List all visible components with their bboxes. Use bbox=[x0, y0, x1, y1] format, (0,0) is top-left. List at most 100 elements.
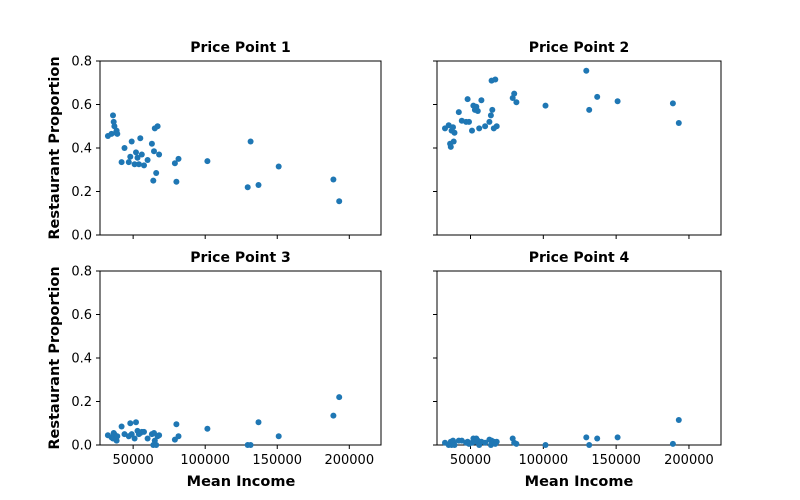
data-point bbox=[118, 423, 125, 430]
data-point bbox=[125, 159, 132, 166]
data-point bbox=[542, 442, 549, 448]
data-point bbox=[118, 159, 125, 166]
data-point bbox=[114, 130, 121, 137]
data-point bbox=[583, 67, 590, 74]
y-tick-label: 0.2 bbox=[71, 185, 92, 200]
plot-frame bbox=[99, 270, 382, 446]
data-point bbox=[133, 149, 139, 156]
y-axis-label-bottom: Restaurant Proportion bbox=[47, 266, 63, 449]
data-point bbox=[513, 440, 520, 447]
x-axis-label-right: Mean Income bbox=[525, 474, 634, 490]
data-point bbox=[156, 432, 163, 439]
panel-title: Price Point 3 bbox=[190, 250, 291, 266]
panel-2: Price Point 2 bbox=[433, 40, 722, 239]
data-point bbox=[513, 99, 520, 106]
data-point bbox=[474, 108, 481, 114]
panel-title: Price Point 2 bbox=[529, 40, 630, 56]
data-point bbox=[586, 442, 593, 448]
data-point bbox=[247, 442, 254, 448]
y-tick-label: 0.8 bbox=[71, 55, 92, 70]
data-point bbox=[110, 118, 117, 125]
y-tick-label: 0.0 bbox=[71, 229, 92, 244]
data-point bbox=[469, 127, 475, 134]
data-point bbox=[144, 157, 151, 163]
data-point bbox=[275, 433, 282, 440]
data-point bbox=[675, 417, 682, 423]
data-point bbox=[451, 442, 458, 448]
data-point bbox=[542, 102, 549, 109]
data-point bbox=[336, 394, 343, 401]
x-tick-label: 100000 bbox=[180, 453, 230, 468]
y-tick-label: 0.8 bbox=[71, 265, 92, 280]
data-point bbox=[153, 170, 160, 176]
data-point bbox=[455, 109, 462, 116]
data-point bbox=[131, 435, 138, 442]
data-point bbox=[151, 148, 157, 155]
data-point bbox=[156, 151, 163, 158]
panel-3: Price Point 3 0.0 0.2 0.4 0.6 0.8 50000 100000 1… bbox=[71, 250, 382, 468]
data-point bbox=[669, 440, 676, 447]
data-point bbox=[482, 439, 489, 446]
data-point bbox=[493, 123, 500, 130]
panel-title: Price Point 4 bbox=[529, 250, 630, 266]
data-point bbox=[144, 435, 151, 442]
data-point bbox=[583, 434, 590, 441]
data-point bbox=[330, 176, 337, 183]
y-axis-label-top: Restaurant Proportion bbox=[47, 56, 63, 239]
data-point bbox=[135, 161, 142, 168]
plot-frame bbox=[99, 60, 382, 236]
y-tick-label: 0.2 bbox=[71, 395, 92, 410]
data-point bbox=[244, 184, 251, 191]
data-point bbox=[121, 145, 128, 151]
data-point bbox=[127, 420, 134, 427]
data-point bbox=[614, 98, 621, 105]
y-tick-label: 0.6 bbox=[71, 308, 92, 323]
x-tick-label: 200000 bbox=[664, 453, 714, 468]
y-tick-label: 0.4 bbox=[71, 142, 92, 157]
data-point bbox=[492, 76, 499, 83]
x-tick-label: 150000 bbox=[591, 453, 641, 468]
data-point bbox=[128, 138, 135, 145]
data-point bbox=[336, 198, 343, 205]
data-point bbox=[148, 140, 155, 147]
data-point bbox=[451, 129, 458, 136]
data-point bbox=[466, 118, 472, 125]
y-tick-label: 0.4 bbox=[71, 352, 92, 367]
data-point bbox=[478, 97, 485, 104]
x-tick-label: 50000 bbox=[112, 453, 153, 468]
data-point bbox=[127, 153, 134, 160]
data-point bbox=[489, 106, 496, 113]
data-point bbox=[669, 100, 676, 107]
data-point bbox=[137, 135, 144, 142]
y-tick-label: 0.6 bbox=[71, 98, 92, 113]
data-point bbox=[247, 138, 254, 145]
x-axis-label-left: Mean Income bbox=[187, 474, 296, 490]
data-point bbox=[450, 124, 456, 131]
data-point bbox=[330, 412, 337, 419]
data-point bbox=[134, 154, 141, 161]
data-point bbox=[594, 93, 601, 100]
y-tick-label: 0.0 bbox=[71, 439, 92, 454]
data-point bbox=[154, 123, 161, 130]
data-point bbox=[175, 155, 182, 162]
data-point bbox=[511, 90, 518, 97]
data-point bbox=[114, 433, 121, 440]
panel-title: Price Point 1 bbox=[190, 40, 291, 56]
data-point bbox=[594, 435, 601, 442]
data-point bbox=[486, 118, 493, 125]
panel-1: Price Point 1 0.0 0.2 0.4 0.6 0.8 bbox=[71, 40, 382, 244]
data-point bbox=[175, 433, 182, 440]
data-point bbox=[204, 425, 211, 432]
data-point bbox=[141, 428, 147, 435]
x-tick-label: 100000 bbox=[518, 453, 568, 468]
data-point bbox=[255, 419, 262, 426]
plot-frame bbox=[436, 60, 722, 236]
data-point bbox=[493, 438, 500, 445]
data-point bbox=[133, 419, 139, 426]
data-point bbox=[138, 151, 145, 158]
data-point bbox=[447, 143, 454, 150]
data-point bbox=[482, 123, 489, 130]
data-point bbox=[476, 125, 483, 132]
